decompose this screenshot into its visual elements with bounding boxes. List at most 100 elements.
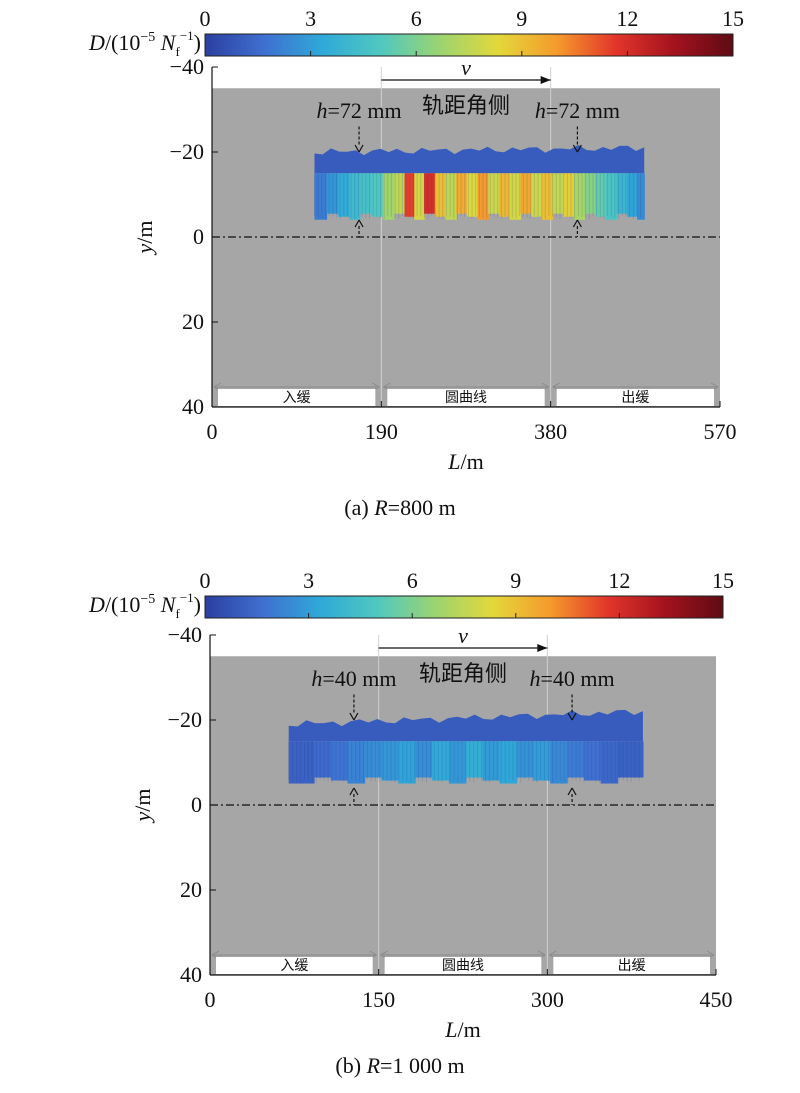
damage-column <box>347 741 366 784</box>
wear-depth-annotation: h=40 mm <box>311 666 396 691</box>
y-axis-title: y/m <box>130 789 155 824</box>
damage-column <box>550 741 568 784</box>
damage-column <box>477 173 489 220</box>
colorbar-tick-label: 6 <box>407 568 418 593</box>
y-tick-label: 40 <box>180 962 202 987</box>
gauge-corner-side-label: 轨距角侧 <box>419 662 507 687</box>
damage-column <box>488 173 500 214</box>
velocity-label: v <box>458 623 468 648</box>
wear-depth-annotation: h=72 mm <box>316 98 401 123</box>
y-tick-label: −20 <box>168 707 202 732</box>
y-axis-title: y/m <box>132 221 157 256</box>
damage-column <box>499 173 511 217</box>
segment-label: 入缓 <box>280 958 308 974</box>
damage-column <box>552 173 564 214</box>
panel-caption: (b) R=1 000 m <box>335 1053 464 1078</box>
damage-column <box>541 173 554 220</box>
segment-label-bg <box>387 389 545 406</box>
y-tick-label: 0 <box>191 792 202 817</box>
velocity-arrowhead <box>537 644 548 652</box>
damage-column <box>482 741 501 781</box>
damage-column <box>466 173 479 217</box>
damage-column <box>445 173 457 220</box>
annotation-arrowhead <box>349 712 359 721</box>
chart-b: 0 3 6 9 12 15 D/(10−5 Nf−1) 入缓 圆曲线 出缓 v 轨距角侧 h=40 mm… <box>88 568 734 1078</box>
x-axis-title: L/m <box>444 1017 480 1042</box>
damage-column <box>563 173 575 217</box>
colorbar-tick-label: 15 <box>722 6 744 31</box>
segment-label-bg <box>218 389 376 406</box>
x-tick-label: 150 <box>362 987 395 1012</box>
damage-column <box>330 741 349 781</box>
damage-column <box>359 173 372 214</box>
damage-upper-strip <box>288 709 643 742</box>
chart-panel-b: 0 3 6 9 12 15 D/(10−5 Nf−1) 入缓 圆曲线 出缓 v 轨距角侧 h=40 mm… <box>0 546 800 1093</box>
damage-column <box>404 173 415 217</box>
damage-column <box>567 741 585 778</box>
damage-column <box>499 741 517 784</box>
panel-caption: (a) R=800 m <box>344 495 455 520</box>
damage-column <box>516 741 534 778</box>
y-tick-label: 20 <box>182 309 204 334</box>
colorbar-tick-label: 3 <box>305 6 316 31</box>
colorbar-tick-label: 15 <box>712 568 734 593</box>
velocity-label: v <box>461 55 471 80</box>
colorbar-tick-label: 12 <box>616 6 638 31</box>
segment-label: 圆曲线 <box>445 390 487 406</box>
colorbar-tick-label: 3 <box>303 568 314 593</box>
x-tick-label: 0 <box>205 987 216 1012</box>
colorbar-tick-label: 6 <box>411 6 422 31</box>
y-tick-label: −40 <box>168 622 202 647</box>
annotation-arrowhead <box>354 144 364 153</box>
colorbar-tick-label: 0 <box>200 6 211 31</box>
damage-column <box>364 741 383 778</box>
damage-column <box>415 741 433 778</box>
damage-upper-strip <box>314 145 645 174</box>
segment-label-bg <box>216 957 373 974</box>
damage-column <box>382 173 395 220</box>
segment-label-bg <box>384 957 542 974</box>
y-tick-label: −40 <box>170 54 204 79</box>
colorbar-label: D/(10−5 Nf−1) <box>88 590 201 621</box>
velocity-arrowhead <box>540 76 551 84</box>
x-tick-label: 450 <box>700 987 733 1012</box>
damage-column <box>434 173 447 217</box>
y-tick-label: 20 <box>180 877 202 902</box>
damage-column <box>605 173 618 220</box>
damage-column <box>573 173 586 220</box>
annotation-arrowhead <box>572 144 582 153</box>
y-tick-label: 40 <box>182 394 204 419</box>
x-tick-label: 570 <box>704 419 737 444</box>
y-tick-label: −20 <box>170 139 204 164</box>
damage-column <box>381 741 399 781</box>
annotation-arrowhead <box>354 219 364 228</box>
wear-depth-annotation: h=40 mm <box>530 666 615 691</box>
x-tick-label: 380 <box>534 419 567 444</box>
damage-column <box>509 173 521 220</box>
x-tick-label: 0 <box>207 419 218 444</box>
damage-column <box>520 173 532 214</box>
damage-column <box>627 173 638 217</box>
colorbar-tick-label: 12 <box>608 568 630 593</box>
segment-label-bg <box>553 957 710 974</box>
damage-column <box>393 173 406 214</box>
colorbar <box>204 33 734 57</box>
damage-column <box>314 173 328 220</box>
damage-column <box>288 741 315 784</box>
segment-label: 出缓 <box>618 958 646 974</box>
colorbar-tick-label: 9 <box>510 568 521 593</box>
damage-column <box>617 741 644 778</box>
damage-column <box>583 741 602 781</box>
segment-label: 圆曲线 <box>442 958 484 974</box>
annotation-arrowhead <box>567 712 577 721</box>
colorbar-tick-label: 9 <box>516 6 527 31</box>
wear-depth-annotation: h=72 mm <box>535 98 620 123</box>
damage-column <box>595 173 607 217</box>
track-background <box>210 656 716 975</box>
damage-column <box>371 173 384 217</box>
damage-column <box>424 173 436 214</box>
segment-label-bg <box>556 389 714 406</box>
gauge-corner-side-label: 轨距角侧 <box>422 94 510 119</box>
annotation-arrowhead <box>567 787 577 796</box>
track-background <box>212 88 720 407</box>
